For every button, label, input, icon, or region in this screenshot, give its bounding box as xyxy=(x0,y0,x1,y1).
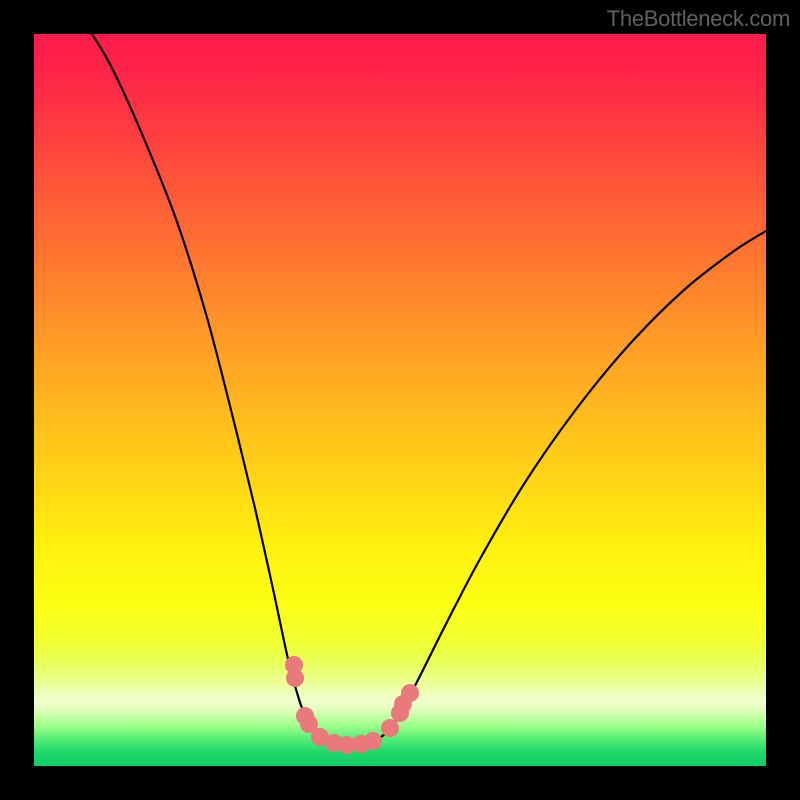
marker-dot xyxy=(364,732,382,750)
plot-area xyxy=(34,34,766,766)
bottleneck-curve xyxy=(92,34,766,746)
curve-layer xyxy=(34,34,766,766)
marker-dot xyxy=(286,669,304,687)
marker-dot xyxy=(401,684,419,702)
watermark-text: TheBottleneck.com xyxy=(607,6,790,32)
marker-dot xyxy=(381,719,399,737)
